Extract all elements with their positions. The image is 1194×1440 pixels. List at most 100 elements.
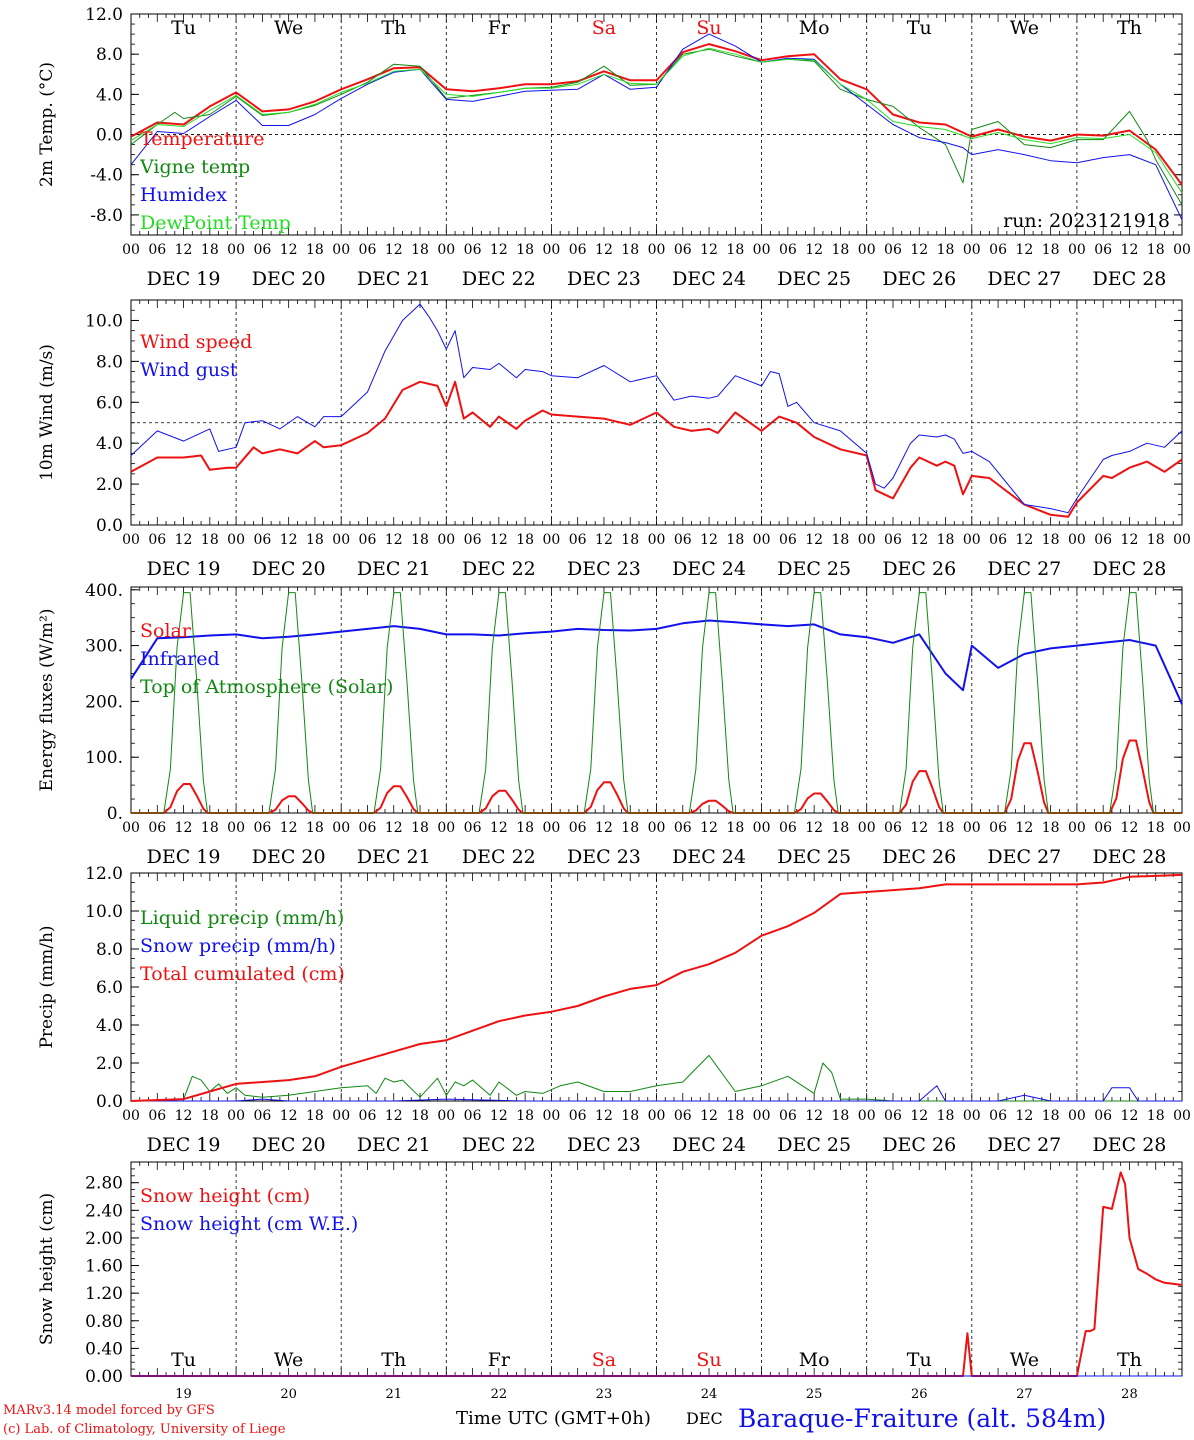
x-hour-label: 00 bbox=[437, 242, 455, 258]
x-hour-label: 00 bbox=[1068, 242, 1086, 258]
x-day-label: DEC 24 bbox=[672, 268, 746, 290]
x-hour-label: 18 bbox=[1042, 1108, 1060, 1124]
x-day-label: DEC 19 bbox=[147, 846, 221, 868]
x-hour-label: 06 bbox=[464, 242, 482, 258]
x-hour-label: 06 bbox=[1094, 820, 1112, 836]
x-day-label: DEC 28 bbox=[1093, 268, 1167, 290]
legend: Solar Infrared Top of Atmosphere (Solar) bbox=[140, 620, 393, 698]
y-tick-label: 6.0 bbox=[96, 393, 123, 413]
meteogram-panels: 12.08.04.00.0-4.0-8.02m Temp. (°C)00 06 12… bbox=[37, 5, 1191, 1402]
x-day-label: DEC 27 bbox=[987, 1134, 1061, 1156]
x-hour-label: 12 bbox=[1015, 532, 1033, 548]
x-hour-label: 12 bbox=[805, 242, 823, 258]
x-day-label: DEC 25 bbox=[777, 1134, 851, 1156]
x-hour-label: 18 bbox=[306, 1108, 324, 1124]
weekday-label: Th bbox=[381, 1349, 406, 1371]
x-hour-label: 06 bbox=[569, 820, 587, 836]
legend: Wind speed Wind gust bbox=[140, 331, 252, 381]
x-day-label: DEC 20 bbox=[252, 846, 326, 868]
x-hour-label: 18 bbox=[621, 242, 639, 258]
x-hour-label: 18 bbox=[1147, 820, 1165, 836]
y-tick-label: 12.0 bbox=[85, 5, 123, 25]
series-line-top-of-atmosphere-solar bbox=[131, 592, 1182, 814]
x-hour-label: 00 bbox=[1068, 532, 1086, 548]
x-day-label: DEC 26 bbox=[882, 1134, 956, 1156]
x-day-label: DEC 22 bbox=[462, 1134, 536, 1156]
weekday-label: We bbox=[1010, 1349, 1039, 1371]
x-hour-label: 12 bbox=[805, 820, 823, 836]
y-tick-label: 200. bbox=[85, 692, 123, 712]
legend-entry: Vigne temp bbox=[139, 156, 250, 178]
weekday-label: We bbox=[274, 17, 303, 39]
x-day-label: DEC 25 bbox=[777, 846, 851, 868]
y-tick-label: -4.0 bbox=[90, 166, 123, 186]
x-hour-label: 12 bbox=[385, 1108, 403, 1124]
legend-entry: Snow height (cm W.E.) bbox=[140, 1213, 358, 1235]
legend-entry: Total cumulated (cm) bbox=[140, 963, 345, 985]
series-line-snow-precip-mm-h bbox=[131, 1085, 1182, 1102]
x-hour-label: 00 bbox=[648, 242, 666, 258]
x-hour-label: 12 bbox=[280, 242, 298, 258]
weekday-label: Su bbox=[696, 1349, 721, 1371]
x-hour-label: 00 bbox=[963, 532, 981, 548]
x-day-label: DEC 22 bbox=[462, 558, 536, 580]
series-line-vigne-temp bbox=[130, 48, 1183, 206]
x-hour-label: 18 bbox=[1042, 532, 1060, 548]
y-tick-label: 2.00 bbox=[85, 1229, 123, 1249]
day-number-label: 25 bbox=[806, 1387, 823, 1402]
x-hour-label: 06 bbox=[148, 532, 166, 548]
x-hour-label: 18 bbox=[201, 820, 219, 836]
time-axis-label: Time UTC (GMT+0h) bbox=[456, 1408, 651, 1429]
x-day-label: DEC 19 bbox=[147, 1134, 221, 1156]
weekday-label: Th bbox=[381, 17, 406, 39]
x-day-label: DEC 21 bbox=[357, 268, 431, 290]
x-hour-label: 18 bbox=[306, 242, 324, 258]
x-hour-label: 06 bbox=[884, 1108, 902, 1124]
x-hour-label: 06 bbox=[569, 532, 587, 548]
x-hour-label: 06 bbox=[884, 532, 902, 548]
x-hour-label: 18 bbox=[306, 820, 324, 836]
x-hour-label: 12 bbox=[595, 242, 613, 258]
x-hour-label: 06 bbox=[1094, 1108, 1112, 1124]
x-hour-label: 06 bbox=[253, 242, 271, 258]
x-day-label: DEC 24 bbox=[672, 846, 746, 868]
x-hour-label: 00 bbox=[227, 820, 245, 836]
x-hour-label: 12 bbox=[805, 532, 823, 548]
x-day-label: DEC 23 bbox=[567, 846, 641, 868]
x-hour-label: 00 bbox=[1173, 820, 1191, 836]
y-tick-label: 100. bbox=[85, 748, 123, 768]
y-tick-label: -8.0 bbox=[90, 206, 123, 226]
x-hour-label: 00 bbox=[122, 532, 140, 548]
weekday-label: Tu bbox=[907, 1349, 932, 1371]
x-hour-label: 00 bbox=[648, 820, 666, 836]
x-day-label: DEC 28 bbox=[1093, 846, 1167, 868]
x-hour-label: 12 bbox=[595, 532, 613, 548]
x-hour-label: 06 bbox=[359, 242, 377, 258]
weekday-label: Fr bbox=[488, 17, 511, 39]
x-hour-label: 12 bbox=[385, 820, 403, 836]
x-hour-label: 06 bbox=[464, 532, 482, 548]
series-group bbox=[130, 303, 1183, 518]
x-day-label: DEC 27 bbox=[987, 268, 1061, 290]
x-hour-label: 12 bbox=[490, 820, 508, 836]
x-hour-label: 18 bbox=[201, 242, 219, 258]
x-hour-label: 18 bbox=[832, 242, 850, 258]
x-day-label: DEC 25 bbox=[777, 268, 851, 290]
x-hour-label: 06 bbox=[674, 532, 692, 548]
x-day-label: DEC 21 bbox=[357, 846, 431, 868]
x-hour-label: 18 bbox=[621, 532, 639, 548]
x-hour-label: 06 bbox=[359, 820, 377, 836]
x-hour-label: 06 bbox=[148, 820, 166, 836]
y-tick-label: 12.0 bbox=[85, 864, 123, 884]
x-hour-label: 12 bbox=[700, 1108, 718, 1124]
x-day-label: DEC 21 bbox=[357, 558, 431, 580]
y-tick-label: 0.40 bbox=[85, 1339, 123, 1359]
x-hour-label: 18 bbox=[516, 1108, 534, 1124]
day-number-label: 26 bbox=[911, 1387, 928, 1402]
x-hour-label: 00 bbox=[122, 242, 140, 258]
x-hour-label: 06 bbox=[253, 1108, 271, 1124]
legend: Liquid precip (mm/h) Snow precip (mm/h) To… bbox=[140, 907, 345, 985]
y-tick-label: 4.0 bbox=[96, 434, 123, 454]
x-hour-label: 06 bbox=[989, 820, 1007, 836]
x-hour-label: 12 bbox=[385, 532, 403, 548]
